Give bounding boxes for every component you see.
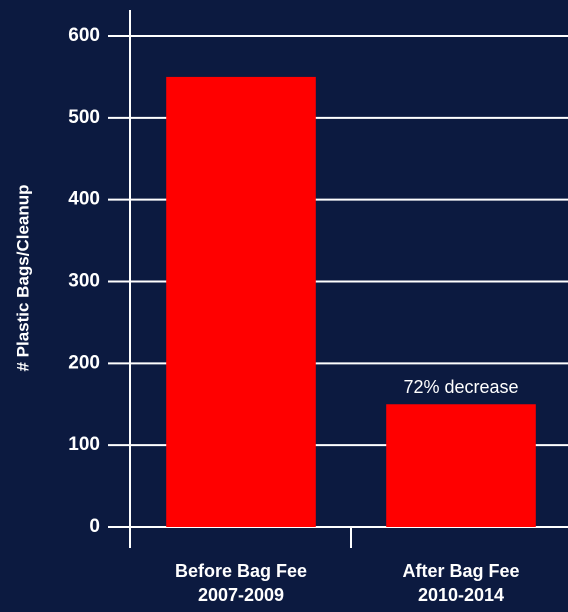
y-tick-label: 500 — [68, 107, 100, 128]
x-tick-label: After Bag Fee 2010-2014 — [402, 561, 520, 605]
x-tick-label: Before Bag Fee 2007-2009 — [174, 561, 308, 605]
y-tick-label: 0 — [89, 516, 100, 537]
annotation: 72% decrease — [403, 377, 518, 397]
y-tick-label: 100 — [68, 434, 100, 455]
y-tick-label: 200 — [68, 352, 100, 373]
y-tick-label: 600 — [68, 25, 100, 46]
bar — [386, 404, 536, 527]
y-tick-label: 400 — [68, 189, 100, 210]
bar — [166, 76, 316, 528]
y-tick-label: 300 — [68, 271, 100, 292]
y-axis-label: # Plastic Bags/Cleanup — [13, 184, 32, 371]
